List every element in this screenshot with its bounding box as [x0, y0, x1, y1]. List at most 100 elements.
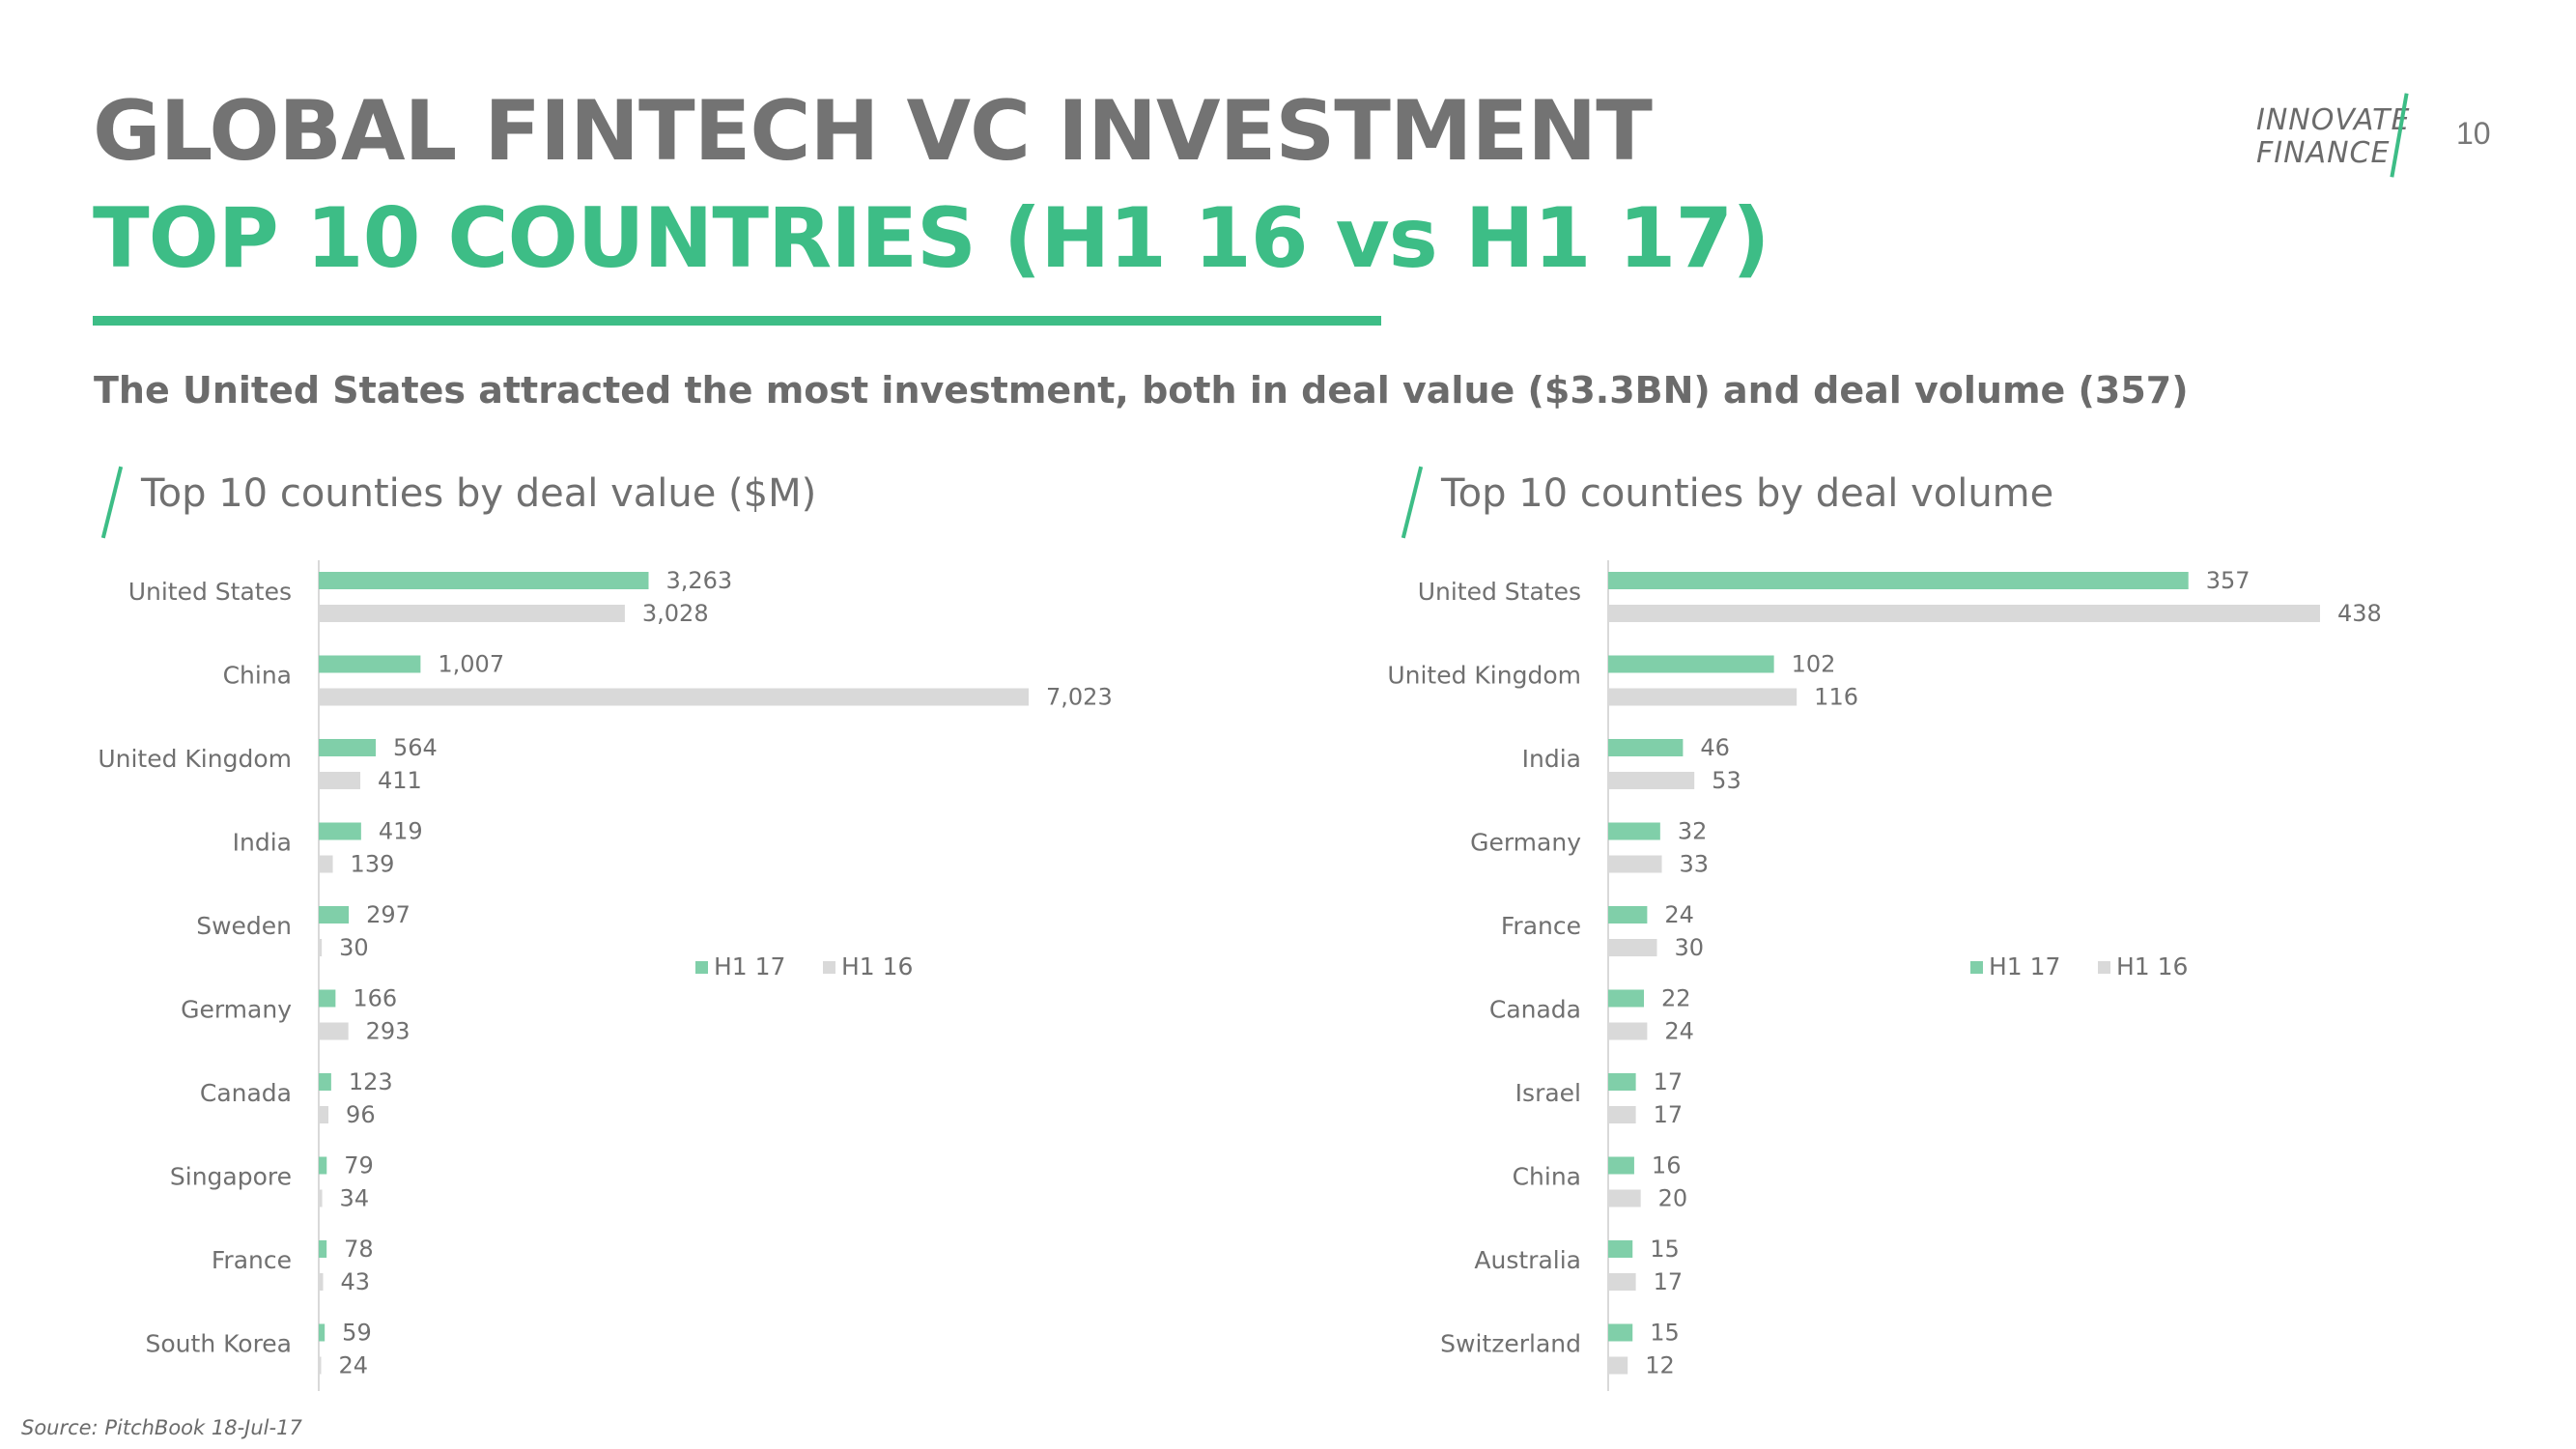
data-label-h1-17-india: 46: [1700, 734, 1730, 761]
bar-h1-16-india: [1608, 772, 1695, 789]
data-label-h1-16-switzerland: 12: [1645, 1352, 1675, 1379]
data-label-h1-16-australia: 17: [1654, 1268, 1684, 1295]
data-label-h1-17-india: 419: [379, 818, 423, 845]
legend-swatch-h1-16: [2098, 961, 2110, 974]
data-label-h1-17-france: 78: [344, 1236, 374, 1263]
logo-line2: FINANCE: [2256, 136, 2391, 170]
bar-h1-16-south-korea: [319, 1356, 322, 1375]
logo-text: INNOVATE FINANCE: [2256, 104, 2410, 170]
legend-swatch-h1-17: [695, 961, 708, 974]
category-label-united-kingdom: United Kingdom: [1387, 662, 1581, 690]
bar-h1-17-germany: [319, 989, 336, 1008]
data-label-h1-16-canada: 96: [346, 1101, 376, 1128]
bar-h1-16-france: [1608, 939, 1657, 956]
deal-value-chart: United States 3,263 3,028 China 1,007 7,023 Un…: [98, 560, 1113, 1391]
category-label-india: India: [233, 829, 292, 857]
bar-h1-16-canada: [1608, 1022, 1648, 1040]
bar-h1-16-india: [319, 855, 333, 873]
bar-h1-17-south-korea: [319, 1323, 326, 1342]
data-label-h1-17-germany: 166: [353, 985, 397, 1012]
data-label-h1-17-united-kingdom: 564: [393, 734, 438, 761]
data-label-h1-17-united-kingdom: 102: [1792, 651, 1836, 678]
category-label-switzerland: Switzerland: [1440, 1330, 1581, 1358]
legend-label-h1-17: H1 17: [1989, 952, 2060, 980]
bar-h1-17-india: [319, 822, 361, 840]
data-label-h1-16-united-states: 3,028: [642, 600, 709, 627]
data-label-h1-17-canada: 22: [1661, 985, 1691, 1012]
bar-h1-17-canada: [1608, 989, 1645, 1008]
data-label-h1-17-sweden: 297: [366, 901, 410, 928]
bar-h1-16-sweden: [319, 939, 323, 956]
data-label-h1-16-germany: 293: [366, 1018, 410, 1045]
category-label-china: China: [1513, 1163, 1581, 1191]
bar-h1-17-france: [1608, 906, 1648, 923]
legend-label-h1-17: H1 17: [714, 952, 785, 980]
bar-h1-16-china: [319, 688, 1029, 706]
bar-h1-16-china: [1608, 1189, 1641, 1208]
data-label-h1-16-united-kingdom: 116: [1814, 684, 1858, 711]
bar-h1-17-united-kingdom: [1608, 655, 1774, 673]
legend-swatch-h1-16: [823, 961, 835, 974]
data-label-h1-17-israel: 17: [1654, 1068, 1684, 1095]
data-label-h1-17-canada: 123: [349, 1068, 393, 1095]
bar-h1-17-germany: [1608, 822, 1660, 840]
bar-h1-16-canada: [319, 1106, 329, 1123]
bar-h1-17-sweden: [319, 906, 350, 923]
data-label-h1-17-south-korea: 59: [342, 1320, 372, 1347]
category-label-india: India: [1522, 745, 1581, 773]
data-label-h1-16-canada: 24: [1664, 1018, 1694, 1045]
logo-line1: INNOVATE: [2256, 103, 2411, 137]
bar-h1-17-china: [1608, 1156, 1634, 1175]
data-label-h1-16-singapore: 34: [340, 1185, 370, 1212]
category-label-united-states: United States: [128, 578, 292, 606]
bar-h1-17-india: [1608, 739, 1684, 756]
bar-h1-16-switzerland: [1608, 1356, 1628, 1375]
category-label-israel: Israel: [1515, 1079, 1581, 1107]
heading-slash: [100, 466, 124, 539]
bar-h1-17-australia: [1608, 1240, 1633, 1258]
data-label-h1-16-india: 139: [351, 851, 395, 878]
bar-h1-16-united-states: [319, 605, 625, 622]
bar-h1-17-france: [319, 1240, 327, 1258]
data-label-h1-16-south-korea: 24: [339, 1352, 369, 1379]
bar-h1-16-united-kingdom: [319, 772, 361, 789]
bar-h1-16-singapore: [319, 1189, 323, 1208]
chart-title-value: Top 10 counties by deal value ($M): [141, 471, 817, 516]
bar-h1-17-united-states: [319, 572, 649, 589]
bar-h1-16-israel: [1608, 1106, 1636, 1123]
data-label-h1-16-china: 20: [1658, 1185, 1688, 1212]
category-label-australia: Australia: [1474, 1246, 1581, 1274]
legend-label-h1-16: H1 16: [2116, 952, 2188, 980]
data-label-h1-17-australia: 15: [1650, 1236, 1680, 1263]
data-label-h1-16-france: 43: [341, 1268, 371, 1295]
data-label-h1-17-united-states: 357: [2206, 567, 2250, 594]
category-label-singapore: Singapore: [170, 1163, 292, 1191]
bar-h1-17-israel: [1608, 1073, 1636, 1091]
bar-h1-17-united-kingdom: [319, 739, 377, 756]
data-label-h1-16-germany: 33: [1680, 851, 1710, 878]
category-label-china: China: [223, 662, 292, 690]
page-title: GLOBAL FINTECH VC INVESTMENT: [93, 83, 1653, 180]
page-subtitle-heading: TOP 10 COUNTRIES (H1 16 vs H1 17): [93, 190, 1770, 287]
bar-h1-16-germany: [319, 1022, 349, 1040]
category-label-south-korea: South Korea: [146, 1330, 292, 1358]
bar-h1-17-singapore: [319, 1156, 327, 1175]
category-label-sweden: Sweden: [196, 912, 292, 940]
data-label-h1-17-france: 24: [1664, 901, 1694, 928]
deal-volume-chart: United States 357 438 United Kingdom 102 116 I…: [1387, 560, 2382, 1391]
bar-h1-16-france: [319, 1273, 324, 1291]
category-label-france: France: [212, 1246, 292, 1274]
data-label-h1-16-france: 30: [1674, 934, 1704, 961]
legend-label-h1-16: H1 16: [841, 952, 913, 980]
title-underline: [93, 316, 1381, 326]
data-label-h1-16-israel: 17: [1654, 1101, 1684, 1128]
data-label-h1-17-china: 16: [1652, 1152, 1682, 1179]
bar-h1-17-canada: [319, 1073, 331, 1091]
data-label-h1-17-germany: 32: [1678, 818, 1708, 845]
category-label-united-kingdom: United Kingdom: [98, 745, 292, 773]
data-label-h1-16-china: 7,023: [1046, 684, 1113, 711]
innovate-finance-logo: INNOVATE FINANCE: [2256, 93, 2420, 180]
bar-h1-17-china: [319, 655, 421, 673]
legend-swatch-h1-17: [1970, 961, 1983, 974]
data-label-h1-17-china: 1,007: [438, 651, 504, 678]
